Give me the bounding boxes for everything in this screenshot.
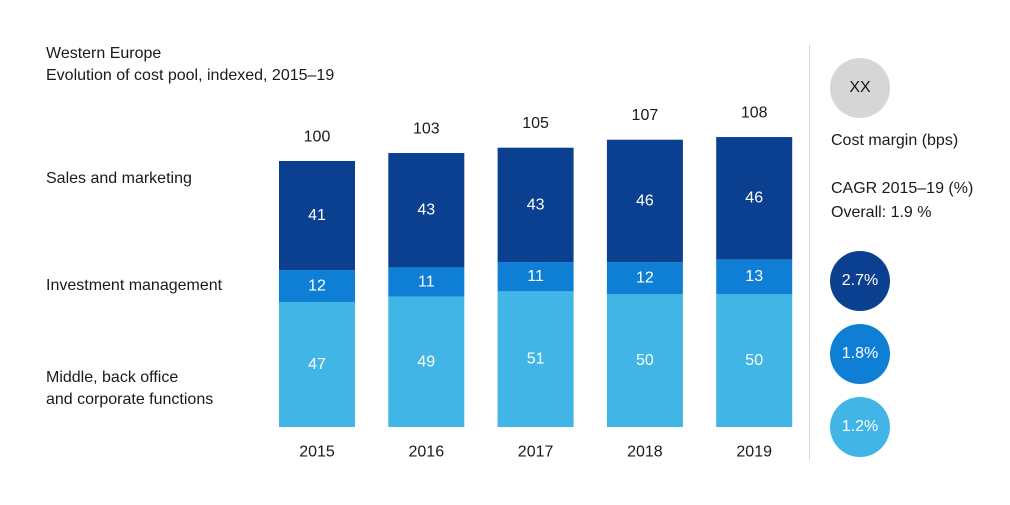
bar-label-sales-2016: 43 [417,202,435,219]
cagr-circle-sales: 2.7% [830,251,890,311]
bar-label-middle-2019: 50 [745,352,763,369]
bar-middle-2019 [716,294,793,427]
total-label-2016: 103 [413,121,440,138]
label-middle-line2: and corporate functions [46,391,214,408]
bar-label-middle-2016: 49 [417,353,435,370]
bar-label-sales-2015: 41 [308,207,326,224]
label-middle-back-office: Middle, back office and corporate functi… [46,367,213,411]
cost-margin-badge-text: XX [849,79,871,96]
bar-middle-2015 [279,301,355,427]
cagr-value-sales: 2.7% [841,272,879,289]
bar-sales-2017 [497,147,574,263]
total-label-2018: 107 [632,107,659,124]
cagr-value-investment: 1.8% [841,345,879,362]
overall-cagr-label: Overall: 1.9 % [831,204,932,221]
bar-middle-2017 [497,291,574,427]
cost-margin-label: Cost margin (bps) [831,132,959,149]
chart-subtitle: Evolution of cost pool, indexed, 2015–19 [46,67,335,84]
bar-investment-2016 [388,267,465,297]
label-sales-marketing: Sales and marketing [46,170,192,187]
bar-investment-2015 [279,270,355,302]
bar-middle-2016 [388,296,465,427]
bar-sales-2018 [606,139,683,263]
cost-margin-badge: XX [830,58,890,118]
bar-label-middle-2017: 51 [527,351,545,368]
bar-sales-2019 [716,137,793,260]
bar-label-middle-2015: 47 [308,356,326,373]
bar-label-investment-2017: 11 [527,268,544,285]
bar-label-sales-2017: 43 [527,196,545,213]
label-middle-line1: Middle, back office [46,369,179,386]
bar-investment-2019 [716,259,793,294]
bar-middle-2018 [606,294,683,427]
label-investment-management: Investment management [46,277,223,294]
bar-label-sales-2019: 46 [745,190,763,207]
cagr-circle-middle: 1.2% [830,397,890,457]
x-tick-2015: 2015 [299,444,335,461]
total-label-2019: 108 [741,105,768,122]
x-tick-2018: 2018 [627,444,663,461]
x-tick-2016: 2016 [409,444,445,461]
bar-label-investment-2019: 13 [745,268,763,285]
total-label-2015: 100 [304,129,331,146]
bar-sales-2015 [279,161,355,271]
bar-investment-2017 [497,262,574,292]
panel-divider [809,45,810,460]
bar-label-middle-2018: 50 [636,352,654,369]
cagr-value-middle: 1.2% [841,418,879,435]
x-tick-2017: 2017 [518,444,554,461]
chart-title: Western Europe [46,45,162,62]
x-tick-2019: 2019 [736,444,772,461]
chart-title-block: Western Europe Evolution of cost pool, i… [46,43,334,87]
total-label-2017: 105 [522,115,549,132]
cagr-circle-investment: 1.8% [830,324,890,384]
bar-sales-2016 [388,153,465,268]
cagr-label: CAGR 2015–19 (%) [831,180,974,197]
bar-label-sales-2018: 46 [636,192,654,209]
bar-label-investment-2015: 12 [308,278,326,295]
bar-label-investment-2018: 12 [636,270,654,287]
bar-investment-2018 [606,262,683,294]
bar-label-investment-2016: 11 [418,274,435,291]
